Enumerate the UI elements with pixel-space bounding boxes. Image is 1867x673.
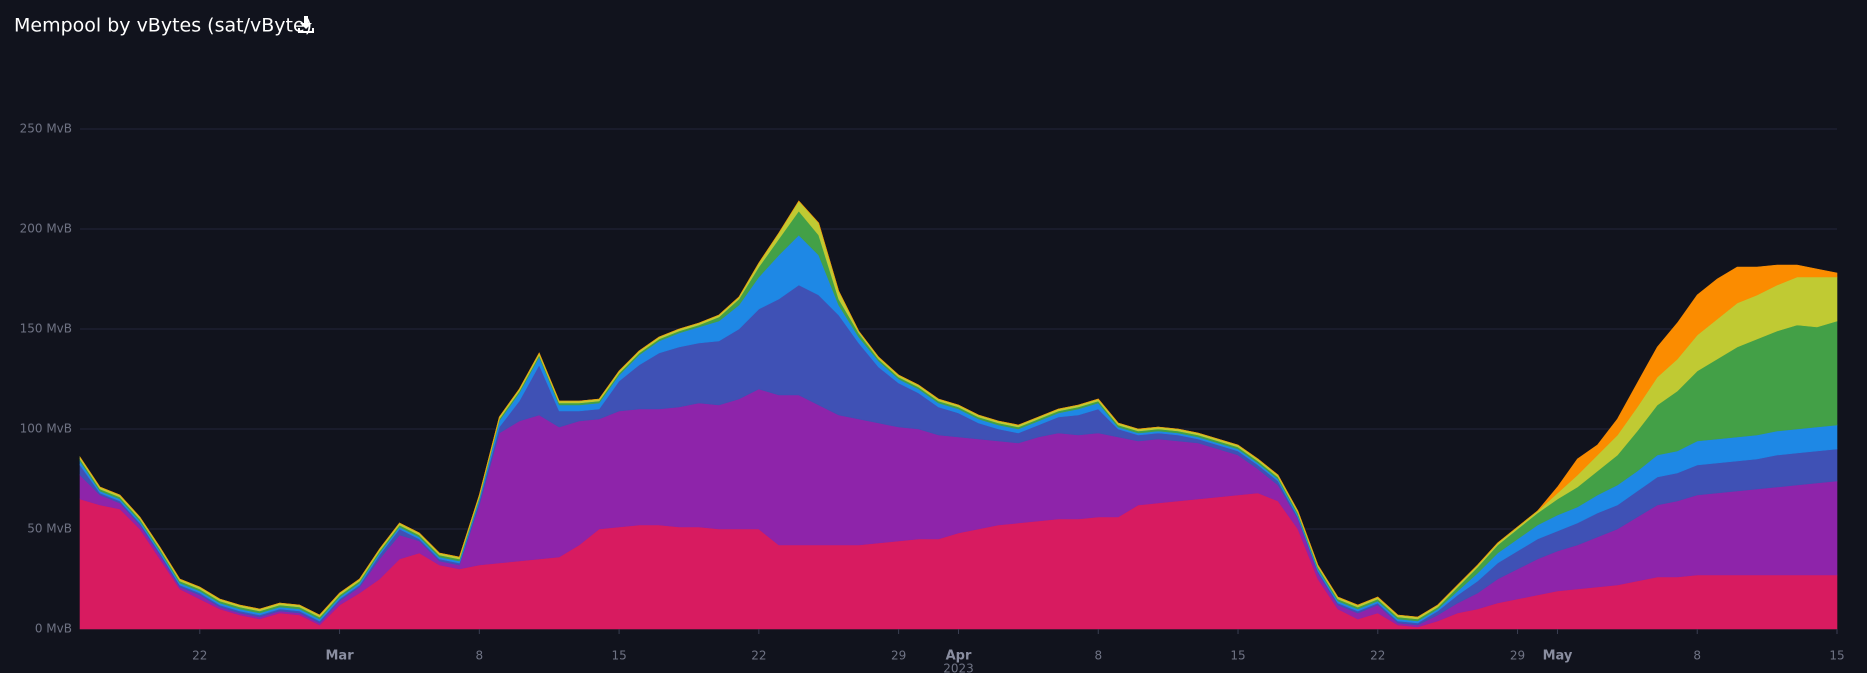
x-tick-label: 15: [611, 649, 626, 663]
x-tick-label: 8: [475, 649, 483, 663]
x-tick-label: 22: [192, 649, 207, 663]
y-tick-label: 250 MvB: [20, 122, 72, 136]
x-tick-label: 22: [751, 649, 766, 663]
area-series: [79, 200, 1838, 618]
x-tick-label: May: [1543, 649, 1573, 664]
x-tick-label: 22: [1370, 649, 1385, 663]
x-tick-label: 29: [891, 649, 906, 663]
y-tick-label: 50 MvB: [27, 522, 72, 536]
y-tick-label: 200 MvB: [20, 222, 72, 236]
x-tick-label: Mar: [325, 649, 354, 664]
x-tick-label: Apr: [946, 649, 972, 664]
x-tick-label: 15: [1829, 649, 1844, 663]
chart-title: Mempool by vBytes (sat/vByte): [14, 15, 312, 37]
x-tick-label: 29: [1510, 649, 1525, 663]
y-tick-label: 0 MvB: [35, 622, 72, 636]
x-tick-label: 15: [1230, 649, 1245, 663]
x-tick-label: 8: [1693, 649, 1701, 663]
x-tick-label: 8: [1094, 649, 1102, 663]
download-button[interactable]: [298, 16, 314, 33]
x-axis-year: 2023: [943, 662, 974, 673]
y-tick-label: 100 MvB: [20, 422, 72, 436]
y-tick-label: 150 MvB: [20, 322, 72, 336]
